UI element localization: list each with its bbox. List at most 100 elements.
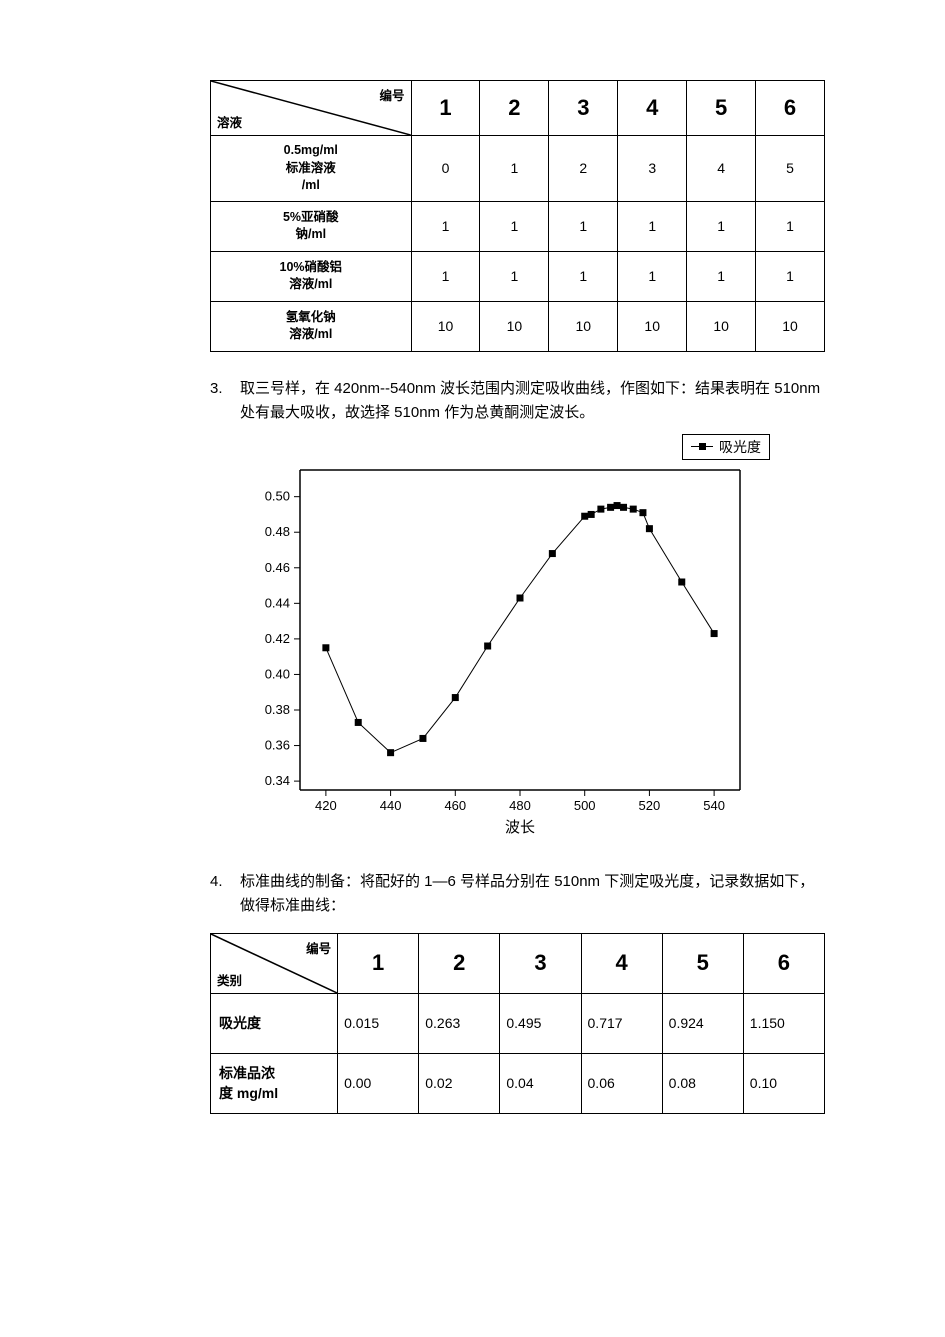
svg-text:0.40: 0.40 [265,666,290,681]
cell: 1 [618,251,687,301]
cell: 1 [687,201,756,251]
cell: 1 [480,201,549,251]
col-header: 6 [743,933,824,993]
col-header: 2 [480,81,549,136]
table-standard-curve: 编号 类别 1 2 3 4 5 6 吸光度 0.015 0.263 0.495 … [210,933,825,1114]
col-header: 5 [662,933,743,993]
svg-text:0.44: 0.44 [265,595,290,610]
cell: 10 [618,301,687,351]
paragraph-text: 标准曲线的制备：将配好的 1—6 号样品分别在 510nm 下测定吸光度，记录数… [240,870,825,918]
table1-diag-header: 编号 溶液 [211,81,412,136]
cell: 1 [549,201,618,251]
table-row: 吸光度 0.015 0.263 0.495 0.717 0.924 1.150 [211,993,825,1053]
chart-svg: 0.34 0.36 0.38 0.40 0.42 0.44 0.46 0.48 0.50 420 4… [240,440,760,840]
cell: 0.015 [338,993,419,1053]
diag-top-label: 编号 [306,938,331,957]
absorbance-chart: 吸光度 0.34 0.36 0.38 0.40 0.42 0.44 0.46 0.48 0.50… [240,440,800,840]
col-header: 3 [500,933,581,993]
cell: 10 [411,301,480,351]
svg-text:0.42: 0.42 [265,630,290,645]
diag-top-label: 编号 [380,85,405,104]
cell: 10 [756,301,825,351]
page: 编号 溶液 1 2 3 4 5 6 0.5mg/ml 标准溶液 /ml 0 1 … [0,0,945,1219]
table2-diag-header: 编号 类别 [211,933,338,993]
cell: 0 [411,136,480,202]
col-header: 1 [411,81,480,136]
table-header-row: 编号 类别 1 2 3 4 5 6 [211,933,825,993]
paragraph-text: 取三号样，在 420nm--540nm 波长范围内测定吸收曲线，作图如下：结果表… [240,377,825,425]
svg-text:460: 460 [444,798,466,813]
col-header: 3 [549,81,618,136]
cell: 0.10 [743,1053,824,1113]
cell: 1 [411,201,480,251]
cell: 0.08 [662,1053,743,1113]
cell: 0.02 [419,1053,500,1113]
cell: 0.04 [500,1053,581,1113]
cell: 1.150 [743,993,824,1053]
table-row: 10%硝酸铝 溶液/ml 1 1 1 1 1 1 [211,251,825,301]
legend-label: 吸光度 [719,437,761,457]
table-row: 氢氧化钠 溶液/ml 10 10 10 10 10 10 [211,301,825,351]
diag-bot-label: 溶液 [217,112,242,131]
cell: 5 [756,136,825,202]
cell: 10 [549,301,618,351]
cell: 3 [618,136,687,202]
svg-text:0.46: 0.46 [265,559,290,574]
svg-text:0.34: 0.34 [265,773,290,788]
cell: 0.495 [500,993,581,1053]
table-header-row: 编号 溶液 1 2 3 4 5 6 [211,81,825,136]
cell: 10 [480,301,549,351]
paragraph-3: 3. 取三号样，在 420nm--540nm 波长范围内测定吸收曲线，作图如下：… [210,377,825,425]
cell: 0.924 [662,993,743,1053]
svg-text:0.48: 0.48 [265,524,290,539]
svg-text:540: 540 [703,798,725,813]
cell: 1 [549,251,618,301]
svg-text:500: 500 [574,798,596,813]
svg-text:440: 440 [380,798,402,813]
table-solutions: 编号 溶液 1 2 3 4 5 6 0.5mg/ml 标准溶液 /ml 0 1 … [210,80,825,352]
svg-text:520: 520 [639,798,661,813]
svg-text:480: 480 [509,798,531,813]
col-header: 2 [419,933,500,993]
table-row: 0.5mg/ml 标准溶液 /ml 0 1 2 3 4 5 [211,136,825,202]
cell: 0.717 [581,993,662,1053]
cell: 0.263 [419,993,500,1053]
content-column: 编号 溶液 1 2 3 4 5 6 0.5mg/ml 标准溶液 /ml 0 1 … [100,80,845,1114]
row-label: 吸光度 [211,993,338,1053]
cell: 1 [618,201,687,251]
table-row: 标准品浓 度 mg/ml 0.00 0.02 0.04 0.06 0.08 0.… [211,1053,825,1113]
cell: 1 [756,251,825,301]
col-header: 4 [618,81,687,136]
list-number: 3. [210,377,240,425]
cell: 1 [411,251,480,301]
col-header: 4 [581,933,662,993]
svg-text:波长: 波长 [505,819,535,836]
col-header: 1 [338,933,419,993]
cell: 2 [549,136,618,202]
row-label: 10%硝酸铝 溶液/ml [211,251,412,301]
paragraph-4: 4. 标准曲线的制备：将配好的 1—6 号样品分别在 510nm 下测定吸光度，… [210,870,825,918]
row-label: 标准品浓 度 mg/ml [211,1053,338,1113]
col-header: 6 [756,81,825,136]
row-label: 氢氧化钠 溶液/ml [211,301,412,351]
col-header: 5 [687,81,756,136]
row-label: 5%亚硝酸 钠/ml [211,201,412,251]
cell: 0.00 [338,1053,419,1113]
cell: 4 [687,136,756,202]
svg-text:0.38: 0.38 [265,702,290,717]
cell: 10 [687,301,756,351]
cell: 1 [480,136,549,202]
cell: 1 [756,201,825,251]
svg-text:420: 420 [315,798,337,813]
table-row: 5%亚硝酸 钠/ml 1 1 1 1 1 1 [211,201,825,251]
cell: 1 [687,251,756,301]
cell: 1 [480,251,549,301]
cell: 0.06 [581,1053,662,1113]
diag-bot-label: 类别 [217,970,242,989]
legend-marker-icon [691,446,713,447]
svg-text:0.50: 0.50 [265,488,290,503]
svg-text:0.36: 0.36 [265,737,290,752]
list-number: 4. [210,870,240,918]
row-label: 0.5mg/ml 标准溶液 /ml [211,136,412,202]
chart-legend: 吸光度 [682,434,770,460]
